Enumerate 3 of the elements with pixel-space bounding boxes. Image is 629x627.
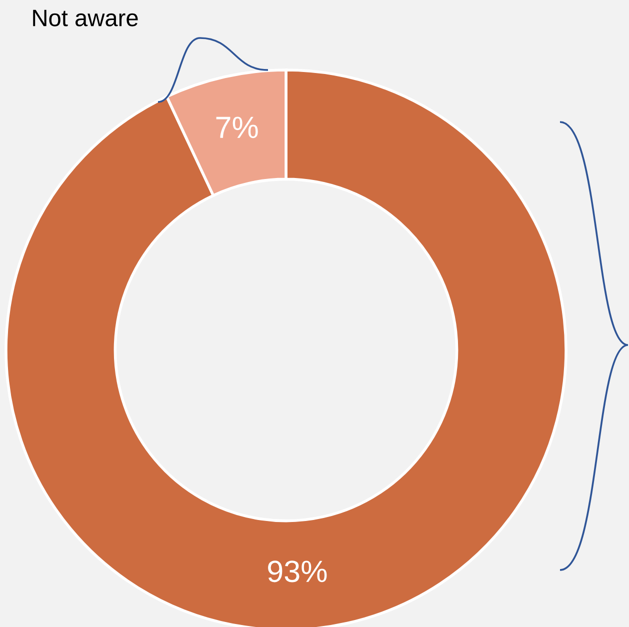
data-label: 93%	[268, 560, 327, 582]
slice-label: Not aware	[33, 10, 138, 26]
data-label: 7%	[216, 116, 258, 138]
